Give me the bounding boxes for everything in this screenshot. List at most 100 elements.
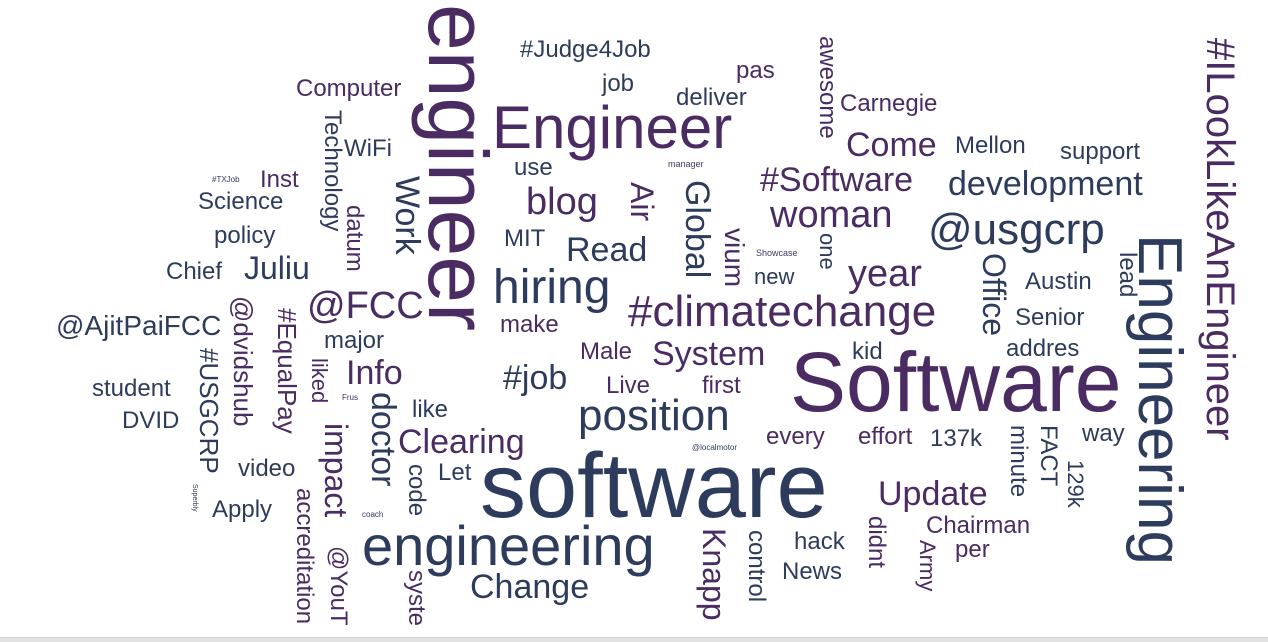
cloud-word: development [948,165,1143,203]
cloud-word: coach [362,510,384,519]
cloud-word: Software [790,335,1122,429]
cloud-word: use [514,154,553,181]
cloud-word: Office [976,253,1012,336]
cloud-word: #ILookLikeAnEngineer [1198,38,1242,441]
cloud-word: year [848,253,922,295]
cloud-word: didnt [863,516,890,569]
cloud-word: @FCC [307,285,424,327]
cloud-word: Senior [1015,304,1085,331]
cloud-word: software [480,435,828,537]
cloud-word: pas [736,57,775,84]
cloud-word: @dvidshub [228,296,258,427]
cloud-word: DVID [122,407,180,434]
cloud-word: @usgcrp [928,205,1105,254]
cloud-word: per [955,536,990,563]
cloud-word: engineer [411,4,505,331]
cloud-word: Let [438,459,472,486]
cloud-word: #EqualPay [272,308,302,434]
cloud-word: 137k [930,425,983,452]
cloud-word: syste [403,570,430,627]
cloud-word: kid [852,338,883,365]
cloud-word: Austin [1025,268,1092,295]
cloud-word: impact [318,423,354,518]
cloud-word: Global [678,180,716,279]
cloud-word: Change [470,568,590,606]
cloud-word: doctor [364,392,402,487]
cloud-word: control [743,530,770,603]
cloud-word: Chairman [926,512,1031,539]
cloud-word: Info [346,354,403,392]
cloud-word: #Software [760,161,914,199]
cloud-word: support [1060,138,1141,165]
cloud-word: major [324,327,385,354]
cloud-word: #TXJob [212,175,240,184]
cloud-word: job [602,70,635,97]
cloud-word: Knapp [696,528,732,621]
cloud-word: System [652,335,766,373]
cloud-word: accreditation [291,488,318,625]
cloud-word: way [1082,420,1125,447]
cloud-word: #Judge4Job [520,36,651,63]
cloud-word: awesome [814,36,841,139]
cloud-word: datum [341,205,368,272]
cloud-word: Male [580,338,633,365]
cloud-word: Clearing [398,423,525,461]
cloud-word: @YouT [325,546,352,626]
cloud-word: hack [794,528,845,555]
cloud-word: like [412,396,449,423]
cloud-word: Superbly [191,484,198,512]
cloud-word: minute [1005,425,1032,498]
cloud-word: position [578,391,730,440]
cloud-word: Frus [342,393,358,402]
cloud-word: Mellon [955,132,1026,159]
cloud-word: Apply [212,496,273,523]
cloud-word: code [403,464,430,517]
cloud-word: vium [719,228,750,288]
cloud-word: Chief [166,258,223,285]
cloud-word: new [754,264,795,289]
cloud-word: @localmotor [692,443,738,452]
cloud-word: WiFi [344,135,392,162]
cloud-word: #USGCRP [194,348,224,474]
cloud-word: News [782,558,843,585]
cloud-word: lead [1114,252,1141,298]
cloud-word: @AjitPaiFCC [56,310,222,341]
cloud-word: Showcase [756,248,798,258]
cloud-word: Inst [260,166,299,193]
cloud-word: FACT [1035,425,1062,487]
cloud-word: blog [526,181,598,223]
cloud-word: Carnegie [840,90,938,117]
cloud-word: video [238,455,296,482]
cloud-word: Army [915,540,940,592]
cloud-word: manager [668,159,704,169]
cloud-word: student [92,375,171,402]
cloud-word: one [815,233,840,270]
cloud-word: policy [214,222,276,249]
cloud-word: Come [846,126,937,164]
cloud-word: Read [566,231,648,269]
cloud-word: first [702,372,741,399]
cloud-word: #climatechange [628,287,937,336]
cloud-word: Live [606,372,651,399]
cloud-word: Update [878,475,988,513]
cloud-word: engineering [362,514,655,577]
cloud-word: liked [307,358,332,404]
cloud-word: every [766,423,825,450]
cloud-word: hiring [493,261,611,314]
cloud-word: Air [624,182,660,222]
cloud-word: Engineer [492,94,733,161]
cloud-word: deliver [676,84,747,111]
cloud-word: 129k [1063,460,1088,508]
cloud-word: Juliu [244,250,310,286]
cloud-word: make [500,311,559,338]
cloud-word: #job [503,359,568,397]
cloud-word: woman [770,194,893,236]
cloud-word: MIT [504,225,546,252]
cloud-word: effort [858,423,913,450]
cloud-word: addres [1006,335,1080,362]
cloud-word: Work [388,176,426,255]
bottom-edge [0,637,1268,642]
cloud-word: Science [198,188,284,215]
cloud-word: Computer [296,75,402,102]
